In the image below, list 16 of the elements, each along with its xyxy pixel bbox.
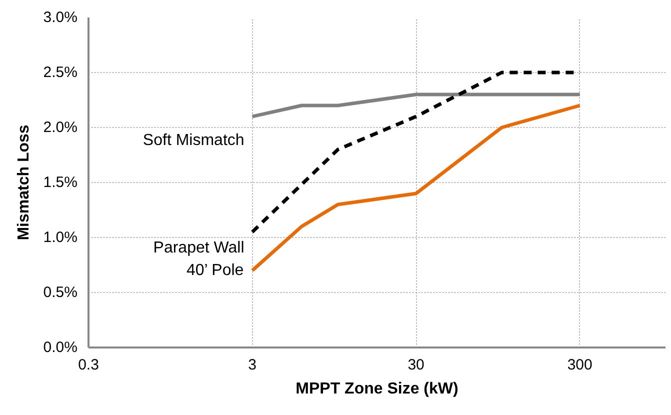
series-label: Soft Mismatch (142, 132, 244, 149)
y-tick-label: 3.0% (43, 9, 78, 26)
y-tick-label: 2.0% (43, 119, 78, 136)
series-label: Parapet Wall (153, 240, 244, 256)
x-axis-title: MPPT Zone Size (kW) (296, 380, 458, 398)
x-tick-label: 30 (408, 356, 424, 374)
y-tick-label: 1.0% (43, 229, 78, 246)
y-tick-label: 0.5% (43, 284, 78, 301)
series-label: 40’ Pole (186, 262, 244, 279)
y-tick-label: 1.5% (43, 174, 78, 191)
x-tick-label: 0.3 (78, 356, 99, 374)
y-tick-label: 2.5% (43, 64, 78, 81)
x-tick-label: 300 (567, 356, 592, 374)
y-tick-label: 0.0% (43, 339, 78, 356)
x-tick-label: 3 (248, 356, 256, 374)
y-axis-title: Mismatch Loss (15, 124, 32, 240)
